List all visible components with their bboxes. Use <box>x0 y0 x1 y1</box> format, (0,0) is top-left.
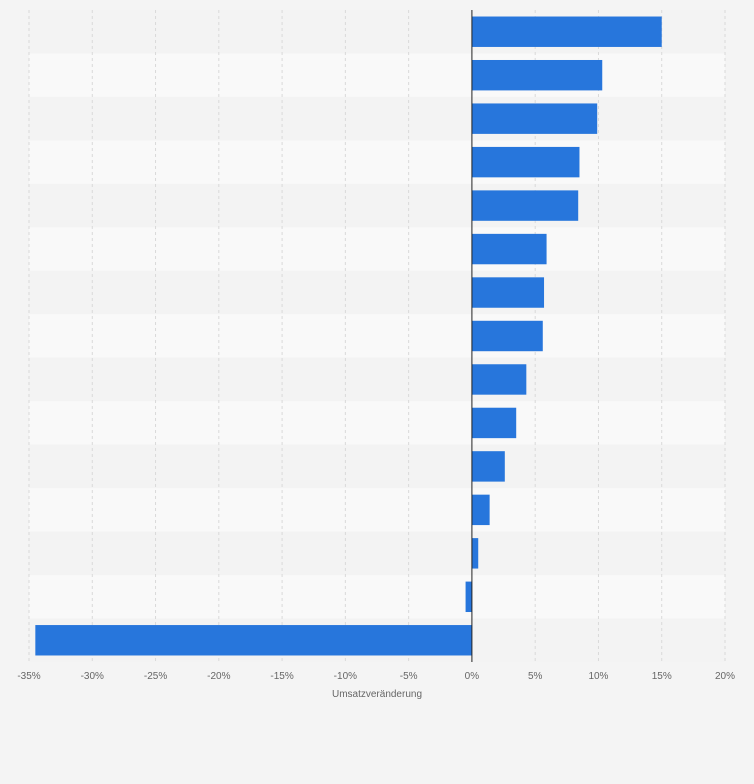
row-band <box>29 444 725 489</box>
bar[interactable] <box>471 190 579 221</box>
bar[interactable] <box>471 146 580 178</box>
bar[interactable] <box>465 581 472 613</box>
bars <box>35 16 662 656</box>
row-band <box>29 575 725 619</box>
row-band <box>29 357 725 402</box>
bar[interactable] <box>471 538 479 569</box>
row-band <box>29 96 725 141</box>
x-tick-label: -30% <box>81 671 104 682</box>
x-tick-label: -20% <box>207 671 230 682</box>
row-band <box>29 314 725 358</box>
bar[interactable] <box>471 16 662 47</box>
row-band <box>29 270 725 315</box>
bar[interactable] <box>471 364 527 395</box>
x-tick-label: 15% <box>652 671 672 682</box>
bar[interactable] <box>471 233 547 265</box>
row-band <box>29 183 725 228</box>
row-band <box>29 227 725 271</box>
bar[interactable] <box>471 277 545 308</box>
row-band <box>29 488 725 532</box>
bar[interactable] <box>471 451 505 482</box>
x-tick-label: -15% <box>270 671 293 682</box>
x-tick-label: 10% <box>588 671 608 682</box>
x-tick-label: -5% <box>400 671 418 682</box>
x-tick-label: 0% <box>465 671 480 682</box>
row-band <box>29 531 725 576</box>
row-bands <box>29 10 725 662</box>
row-band <box>29 401 725 445</box>
bar[interactable] <box>471 494 490 526</box>
bar[interactable] <box>35 625 472 656</box>
x-axis: -35% -30% -25% -20% -15% -10% -5% 0% 5% 10% 15% 20% <box>17 10 735 682</box>
row-band <box>29 53 725 97</box>
x-axis-label: Umsatzveränderung <box>332 689 422 700</box>
x-tick-label: -10% <box>334 671 357 682</box>
bar[interactable] <box>471 320 543 352</box>
bar[interactable] <box>471 407 517 439</box>
x-tick-label: -25% <box>144 671 167 682</box>
x-tick-label: 5% <box>528 671 543 682</box>
bar[interactable] <box>471 103 598 134</box>
x-tick-label: -35% <box>17 671 40 682</box>
bar[interactable] <box>471 59 603 91</box>
x-tick-label: 20% <box>715 671 735 682</box>
row-band <box>29 140 725 184</box>
